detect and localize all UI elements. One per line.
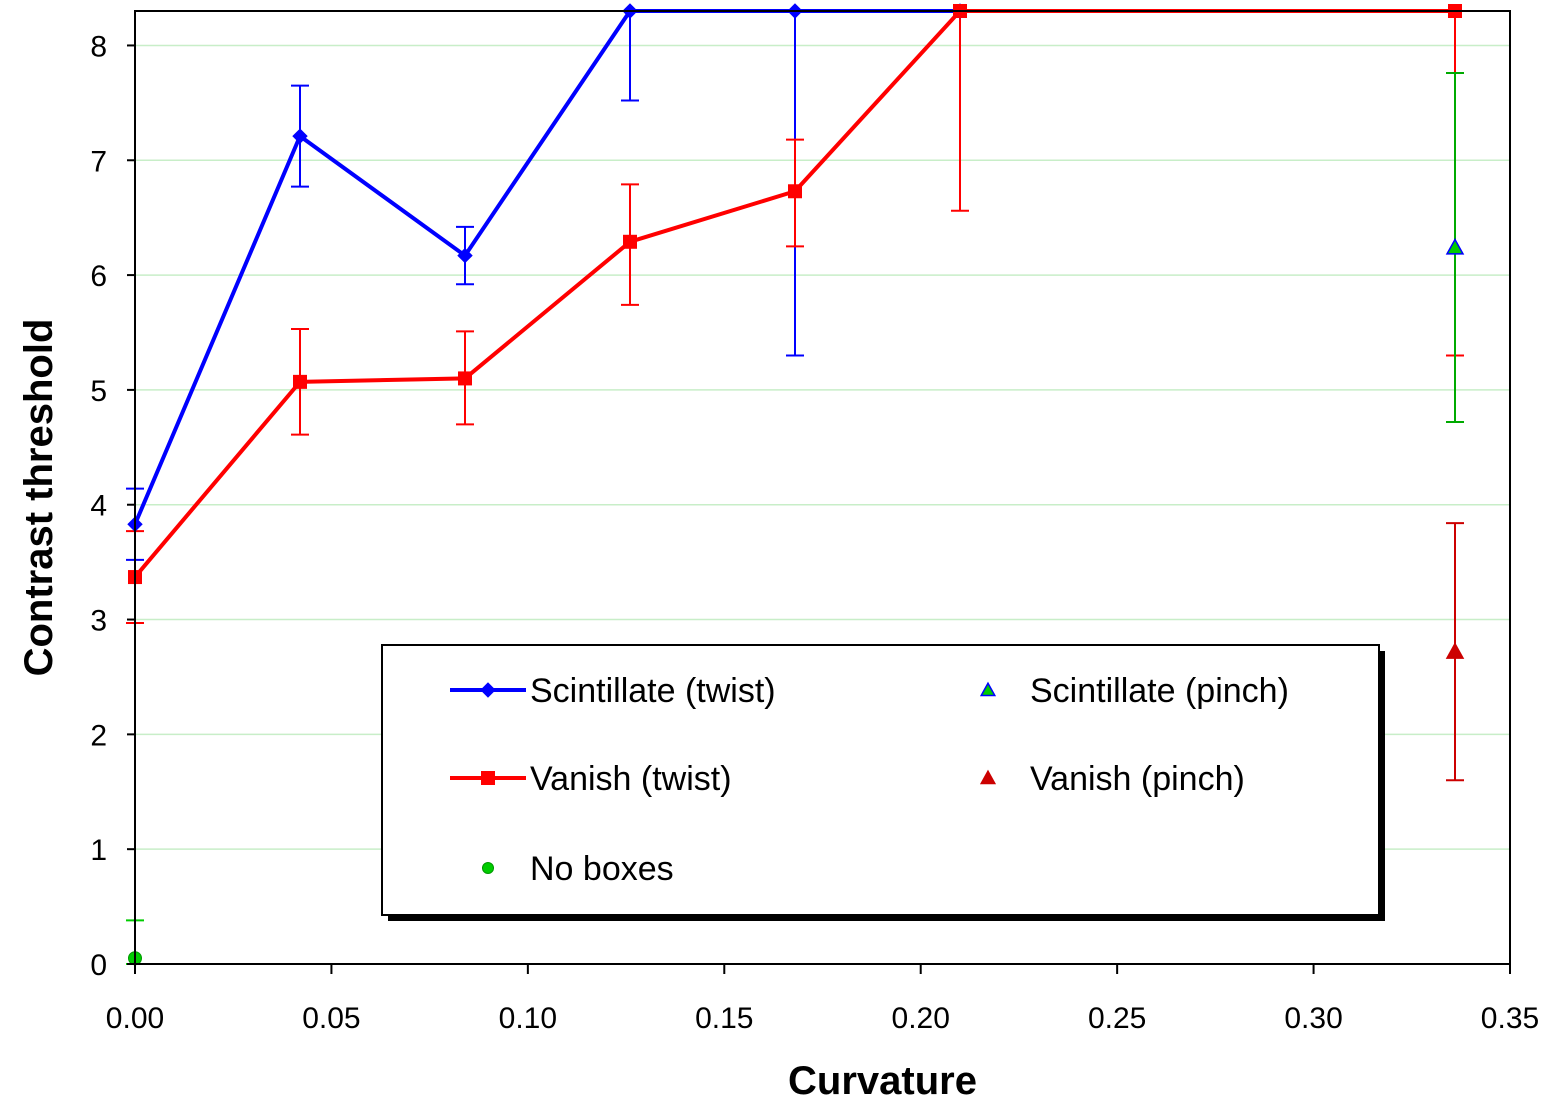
data-point-series-0	[292, 128, 308, 144]
plot-frame	[134, 10, 1511, 965]
legend-marker	[481, 771, 495, 785]
x-tick-label: 0.30	[1284, 1002, 1342, 1035]
axis-ticks: 0 1 2 3 4 5 6 7 8 0.00 0.05 0.10 0.15 0.20 0.25 0.30 0.3…	[90, 30, 1539, 1035]
y-tick-label: 0	[90, 949, 107, 982]
data-point-series-1	[458, 371, 472, 386]
legend-marker	[480, 682, 496, 698]
legend-marker	[979, 769, 997, 785]
data-point-series-1	[293, 374, 307, 389]
y-tick-label: 8	[90, 30, 107, 63]
y-tick-label: 5	[90, 375, 107, 408]
legend-box	[381, 644, 1380, 916]
grid-lines	[135, 44, 1510, 850]
y-axis-title: Contrast threshold	[17, 319, 61, 677]
data-point-series-1	[623, 234, 637, 249]
x-tick-label: 0.15	[695, 1002, 753, 1035]
data-point-series-4	[1445, 642, 1465, 659]
data-point-series-0	[457, 247, 473, 264]
legend-label: No boxes	[530, 850, 674, 888]
x-tick-label: 0.20	[892, 1002, 950, 1035]
y-tick-label: 7	[90, 145, 107, 178]
data-point-series-3	[1445, 237, 1465, 255]
y-tick-label: 3	[90, 605, 107, 638]
series-line-0	[133, 9, 960, 526]
x-tick-label: 0.25	[1088, 1002, 1146, 1035]
x-axis-title: Curvature	[788, 1059, 977, 1100]
x-tick-label: 0.00	[106, 1002, 164, 1035]
y-tick-label: 4	[90, 490, 107, 523]
legend-marker	[979, 681, 997, 697]
legend: Scintillate (twist) Vanish (twist) No boxe…	[381, 644, 1385, 921]
x-tick-label: 0.05	[302, 1002, 360, 1035]
y-tick-label: 1	[90, 834, 107, 867]
legend-marker	[481, 861, 495, 875]
legend-label: Scintillate (pinch)	[1030, 672, 1289, 710]
y-tick-label: 2	[90, 719, 107, 752]
legend-label: Scintillate (twist)	[530, 672, 776, 710]
x-tick-label: 0.35	[1481, 1002, 1539, 1035]
series-markers	[127, 3, 1465, 966]
y-tick-label: 6	[90, 260, 107, 293]
data-point-series-1	[788, 184, 802, 199]
legend-label: Vanish (pinch)	[1030, 760, 1245, 798]
x-tick-label: 0.10	[499, 1002, 557, 1035]
legend-label: Vanish (twist)	[530, 760, 732, 798]
